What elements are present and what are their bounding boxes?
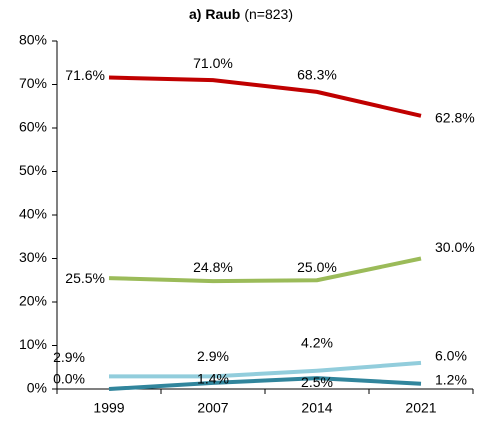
x-tick-label: 2014 (301, 400, 332, 416)
chart-subtitle: (n=823) (244, 6, 293, 22)
y-tick-label: 0% (27, 380, 47, 396)
chart-title-group: a) Raub (n=823) (189, 6, 293, 22)
y-tick-label: 40% (19, 206, 47, 222)
data-label: 71.0% (193, 55, 233, 71)
x-tick-label: 2007 (197, 400, 228, 416)
data-label: 68.3% (297, 67, 337, 83)
x-tick-label: 2021 (405, 400, 436, 416)
data-label: 30.0% (435, 239, 475, 255)
data-label: 6.0% (435, 348, 467, 364)
data-label: 1.2% (435, 371, 467, 387)
data-label: 24.8% (193, 259, 233, 275)
data-label: 2.9% (53, 349, 85, 365)
data-label: 71.6% (65, 67, 105, 83)
data-label: 0.0% (53, 371, 85, 387)
data-label: 2.9% (197, 348, 229, 364)
y-tick-label: 10% (19, 336, 47, 352)
series-line (108, 376, 422, 391)
y-tick-label: 30% (19, 249, 47, 265)
data-label: 25.0% (297, 259, 337, 275)
series-line (108, 75, 422, 118)
series-line (109, 360, 422, 379)
data-label: 4.2% (301, 334, 333, 350)
x-tick-label: 1999 (93, 400, 124, 416)
series-line (108, 256, 422, 284)
y-tick-label: 80% (19, 32, 47, 48)
data-label: 2.5% (301, 374, 333, 390)
y-tick-label: 70% (19, 75, 47, 91)
data-label: 62.8% (435, 110, 475, 126)
chart-title: a) Raub (189, 6, 240, 22)
data-label: 1.4% (197, 371, 229, 387)
data-label: 25.5% (65, 270, 105, 286)
y-tick-label: 50% (19, 162, 47, 178)
y-tick-label: 20% (19, 293, 47, 309)
y-tick-label: 60% (19, 119, 47, 135)
